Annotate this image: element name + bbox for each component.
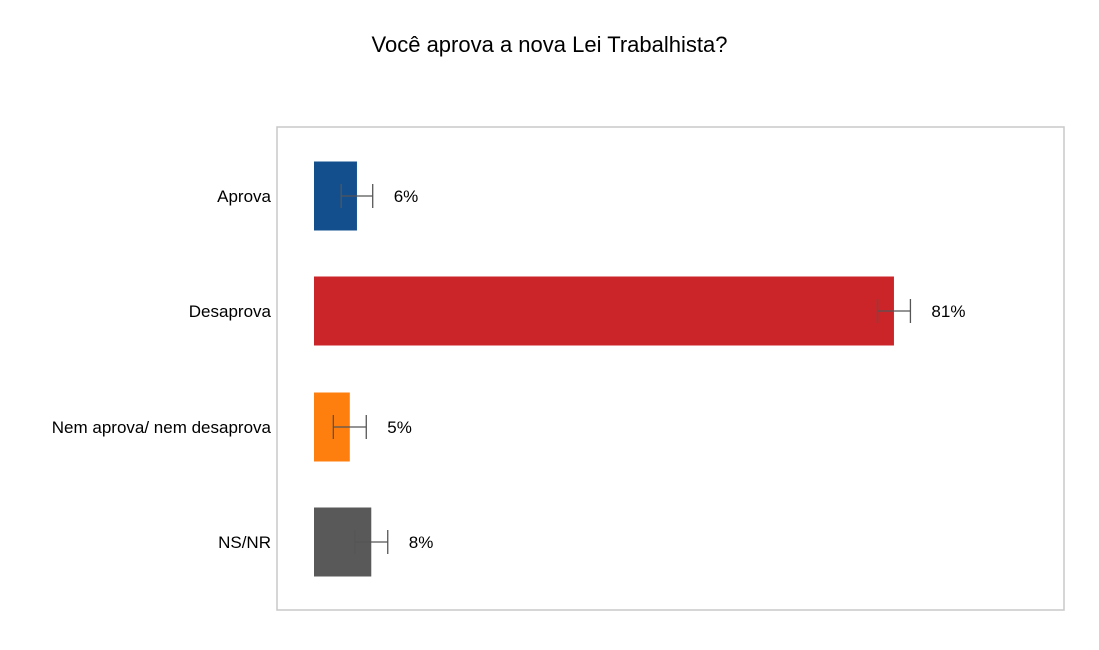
error-bar	[340, 184, 374, 208]
category-label: Desaprova	[189, 302, 272, 321]
bar	[314, 276, 894, 346]
error-bar	[332, 415, 367, 439]
value-label: 5%	[387, 418, 412, 437]
error-bar	[876, 299, 912, 323]
value-label: 81%	[931, 302, 965, 321]
error-bar	[354, 530, 389, 554]
chart-title: Você aprova a nova Lei Trabalhista?	[371, 32, 728, 57]
category-label: NS/NR	[218, 533, 271, 552]
category-label: Nem aprova/ nem desaprova	[52, 418, 272, 437]
value-label: 8%	[409, 533, 434, 552]
value-label: 6%	[394, 187, 419, 206]
category-label: Aprova	[217, 187, 271, 206]
plot-frame	[276, 126, 1065, 611]
